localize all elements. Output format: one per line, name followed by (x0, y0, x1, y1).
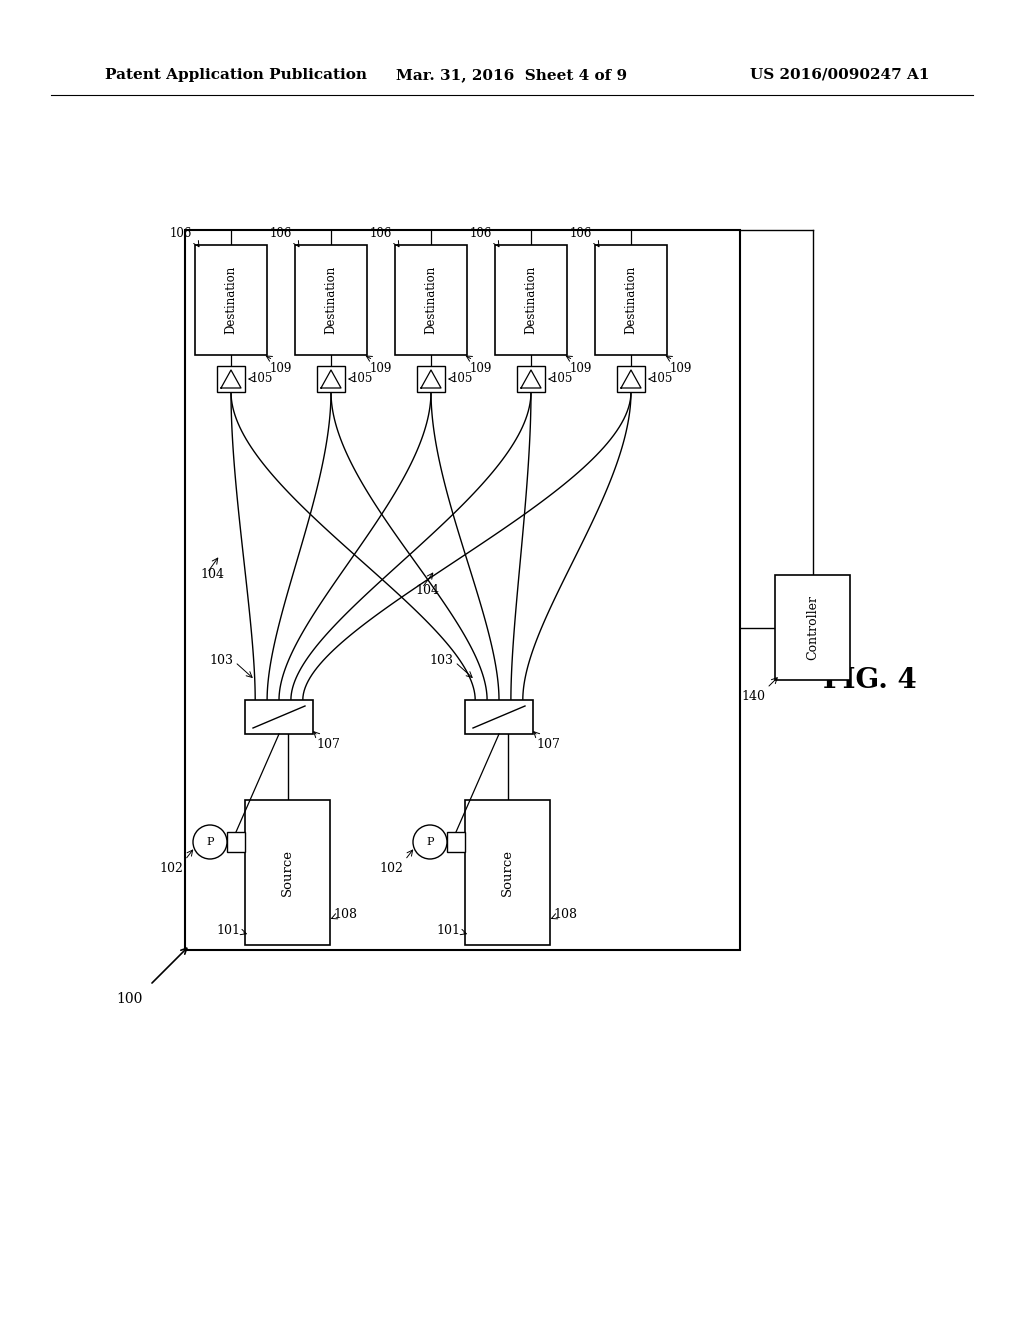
Text: US 2016/0090247 A1: US 2016/0090247 A1 (751, 69, 930, 82)
Bar (217, 366, 245, 392)
Bar (245, 700, 313, 734)
Bar (395, 246, 467, 355)
Text: P: P (426, 837, 434, 847)
Bar (517, 366, 545, 392)
Bar (465, 800, 550, 945)
Text: Patent Application Publication: Patent Application Publication (105, 69, 367, 82)
Text: 108: 108 (553, 908, 577, 921)
Text: Destination: Destination (524, 265, 538, 334)
Text: 106: 106 (370, 227, 392, 240)
Text: Destination: Destination (224, 265, 238, 334)
Bar (227, 832, 245, 851)
Text: Mar. 31, 2016  Sheet 4 of 9: Mar. 31, 2016 Sheet 4 of 9 (396, 69, 628, 82)
Bar (317, 366, 345, 392)
Text: 105: 105 (251, 372, 273, 385)
Text: 107: 107 (536, 738, 560, 751)
Text: Destination: Destination (325, 265, 338, 334)
Text: 104: 104 (415, 583, 439, 597)
Text: Source: Source (281, 849, 294, 896)
Text: 103: 103 (209, 653, 233, 667)
Text: 106: 106 (269, 227, 292, 240)
Bar (195, 246, 267, 355)
Bar (447, 832, 465, 851)
Bar (775, 576, 850, 680)
Text: 105: 105 (351, 372, 374, 385)
Text: Destination: Destination (625, 265, 638, 334)
Text: 106: 106 (470, 227, 492, 240)
Bar (295, 246, 367, 355)
Text: Destination: Destination (425, 265, 437, 334)
Text: 101: 101 (436, 924, 460, 936)
Text: Source: Source (501, 849, 514, 896)
Text: 109: 109 (270, 362, 293, 375)
Text: 140: 140 (741, 690, 765, 704)
Circle shape (193, 825, 227, 859)
Bar (417, 366, 445, 392)
Bar (245, 800, 330, 945)
Text: 100: 100 (117, 993, 143, 1006)
Bar (617, 366, 645, 392)
Text: 107: 107 (316, 738, 340, 751)
Text: 104: 104 (200, 569, 224, 582)
Text: 102: 102 (159, 862, 183, 875)
Text: 102: 102 (379, 862, 403, 875)
Bar (495, 246, 567, 355)
Bar (595, 246, 667, 355)
Text: 109: 109 (370, 362, 392, 375)
Text: 103: 103 (429, 653, 453, 667)
Text: 108: 108 (333, 908, 357, 921)
Text: 105: 105 (651, 372, 674, 385)
Text: 109: 109 (670, 362, 692, 375)
Circle shape (413, 825, 447, 859)
Text: P: P (206, 837, 214, 847)
Bar (185, 230, 740, 950)
Text: Controller: Controller (806, 595, 819, 660)
Text: 106: 106 (170, 227, 193, 240)
Text: FIG. 4: FIG. 4 (823, 667, 916, 693)
Text: 105: 105 (451, 372, 473, 385)
Text: 105: 105 (551, 372, 573, 385)
Text: 101: 101 (216, 924, 240, 936)
Text: 106: 106 (569, 227, 592, 240)
Text: 109: 109 (470, 362, 493, 375)
Text: 109: 109 (570, 362, 592, 375)
Bar (465, 700, 534, 734)
